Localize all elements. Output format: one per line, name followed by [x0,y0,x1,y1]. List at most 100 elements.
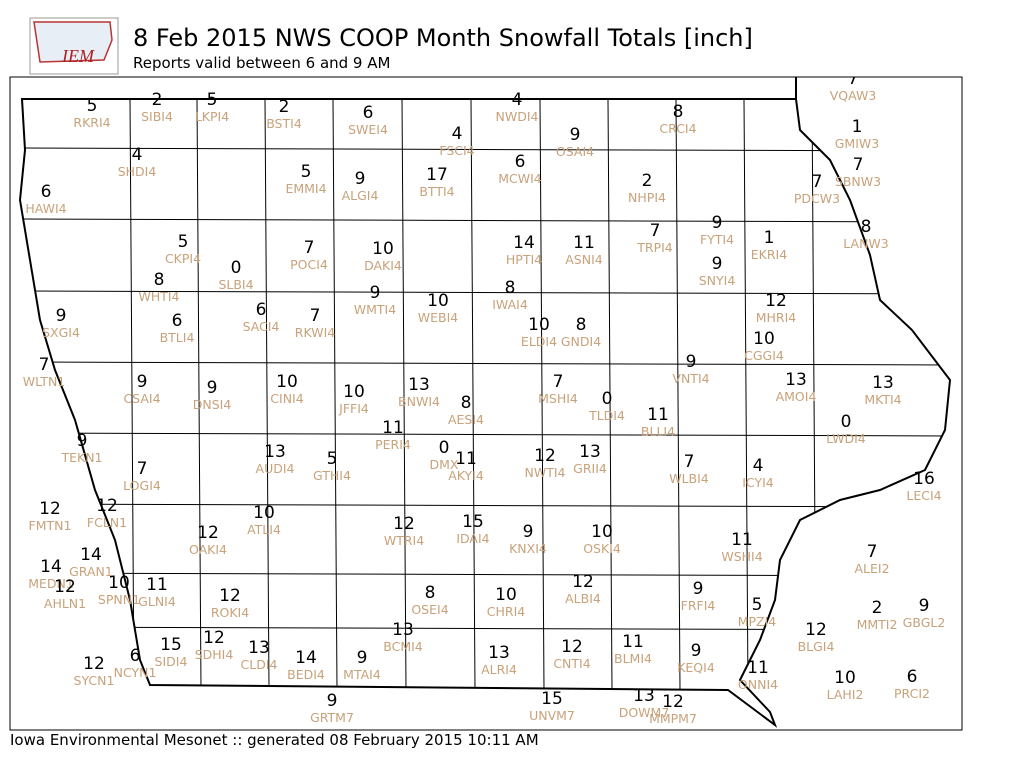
station-id: OSEI4 [411,602,448,617]
station-id: FCLN1 [87,515,127,530]
station-value: 12 [203,628,225,648]
station-id: WEBI4 [418,310,459,325]
station-value: 5 [301,162,312,182]
station-id: ALRI4 [481,662,517,677]
station-id: HPTI4 [506,252,542,267]
county-line [743,99,749,691]
station-id: BLMI4 [614,651,652,666]
station-value: 10 [834,668,856,688]
station-value: 6 [907,667,918,687]
station-id: FYTI4 [700,232,734,247]
station-id: FRFI4 [681,598,716,613]
station-value: 14 [513,233,535,253]
station-value: 9 [207,378,218,398]
station-id: GNDI4 [561,334,601,349]
station-id: WTRI4 [384,533,424,548]
station-id: MKTI4 [864,392,901,407]
station-value: 11 [731,530,753,550]
station-value: 11 [573,233,595,253]
station-value: 8 [154,270,165,290]
station-value: 8 [425,583,436,603]
station-value: 0 [439,438,450,458]
station-id: MCWI4 [498,171,542,186]
station-value: 13 [579,442,601,462]
station-value: 11 [647,405,669,425]
station-id: GLNI4 [138,594,176,609]
station-value: 13 [872,373,894,393]
station-value: 9 [77,431,88,451]
station-value: 2 [152,90,163,110]
station-id: CINI4 [270,391,303,406]
station-value: 15 [160,635,182,655]
county-line [20,290,950,295]
station-value: 9 [137,372,148,392]
station-id: FSCI4 [439,143,474,158]
station-value: 14 [295,648,317,668]
station-value: 9 [712,213,723,233]
station-id: DMX [430,457,459,472]
station-value: 7 [304,238,315,258]
station-id: BCMI4 [383,639,423,654]
station-value: 12 [54,577,76,597]
station-value: 11 [747,658,769,678]
station-value: 14 [40,557,62,577]
station-id: GRAN1 [69,564,113,579]
station-value: 7 [848,69,859,89]
station-value: 5 [207,90,218,110]
station-value: 9 [523,522,534,542]
station-id: BEDI4 [287,667,325,682]
station-value: 16 [913,469,935,489]
station-id: GBGL2 [903,615,946,630]
county-line [20,147,950,152]
station-id: ROKI4 [211,605,249,620]
station-id: ALGI4 [342,188,379,203]
county-line [607,99,613,691]
station-id: SIBI4 [141,109,173,124]
station-value: 2 [872,598,883,618]
station-value: 12 [662,692,684,712]
county-line [20,361,950,366]
station-id: VQAW3 [830,88,877,103]
station-id: NCYN1 [114,665,157,680]
station-id: MTAI4 [343,667,381,682]
county-line [20,218,950,223]
station-value: 9 [693,579,704,599]
station-id: LWDI4 [826,431,865,446]
station-value: 9 [355,169,366,189]
station-value: 2 [642,171,653,191]
station-value: 10 [108,573,130,593]
station-value: 14 [80,545,102,565]
station-value: 8 [673,102,684,122]
station-value: 4 [512,90,523,110]
station-id: CLDI4 [241,657,278,672]
logo-shape [33,21,113,63]
station-id: SBNW3 [835,174,881,189]
station-id: CSAI4 [123,391,160,406]
station-value: 13 [264,442,286,462]
station-value: 8 [861,217,872,237]
station-value: 7 [684,452,695,472]
station-value: 10 [427,291,449,311]
station-value: 7 [867,542,878,562]
station-value: 17 [426,165,448,185]
station-id: KEQI4 [677,660,715,675]
station-id: ALBI4 [565,591,601,606]
station-value: 9 [691,641,702,661]
station-value: 13 [408,375,430,395]
station-id: WSHI4 [721,549,762,564]
station-id: NWTI4 [525,465,566,480]
station-value: 5 [752,595,763,615]
title: 8 Feb 2015 NWS COOP Month Snowfall Total… [133,24,753,52]
station-value: 15 [462,512,484,532]
station-id: CHRI4 [487,604,525,619]
county-line [264,99,270,691]
station-value: 9 [919,596,930,616]
station-value: 13 [488,643,510,663]
station-id: TEKN1 [60,450,102,465]
station-id: ATLI4 [247,522,281,537]
station-value: 13 [785,370,807,390]
station-value: 6 [515,152,526,172]
footer: Iowa Environmental Mesonet :: generated … [10,731,539,749]
